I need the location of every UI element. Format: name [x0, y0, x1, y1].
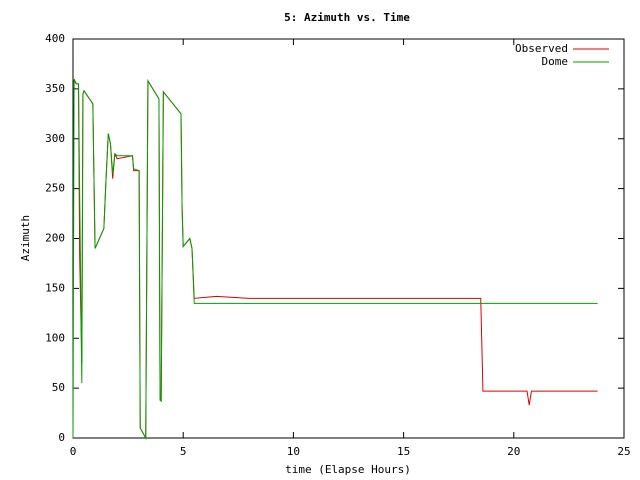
- x-tick-label: 25: [617, 445, 630, 458]
- y-tick-label: 300: [45, 132, 65, 145]
- legend-label: Observed: [515, 42, 568, 55]
- y-tick-label: 0: [58, 431, 65, 444]
- x-tick-label: 10: [287, 445, 300, 458]
- chart-title: 5: Azimuth vs. Time: [284, 11, 410, 24]
- legend-label: Dome: [542, 55, 569, 68]
- y-tick-label: 200: [45, 232, 65, 245]
- y-tick-label: 250: [45, 182, 65, 195]
- y-tick-label: 350: [45, 82, 65, 95]
- x-axis-label: time (Elapse Hours): [285, 463, 411, 476]
- series-line: [72, 78, 598, 440]
- y-tick-label: 100: [45, 331, 65, 344]
- x-tick-label: 5: [180, 445, 187, 458]
- x-tick-label: 15: [397, 445, 410, 458]
- x-tick-label: 20: [507, 445, 520, 458]
- y-tick-label: 50: [52, 381, 65, 394]
- y-tick-label: 400: [45, 32, 65, 45]
- y-axis-label: Azimuth: [19, 215, 32, 261]
- x-tick-label: 0: [70, 445, 77, 458]
- y-tick-label: 150: [45, 281, 65, 294]
